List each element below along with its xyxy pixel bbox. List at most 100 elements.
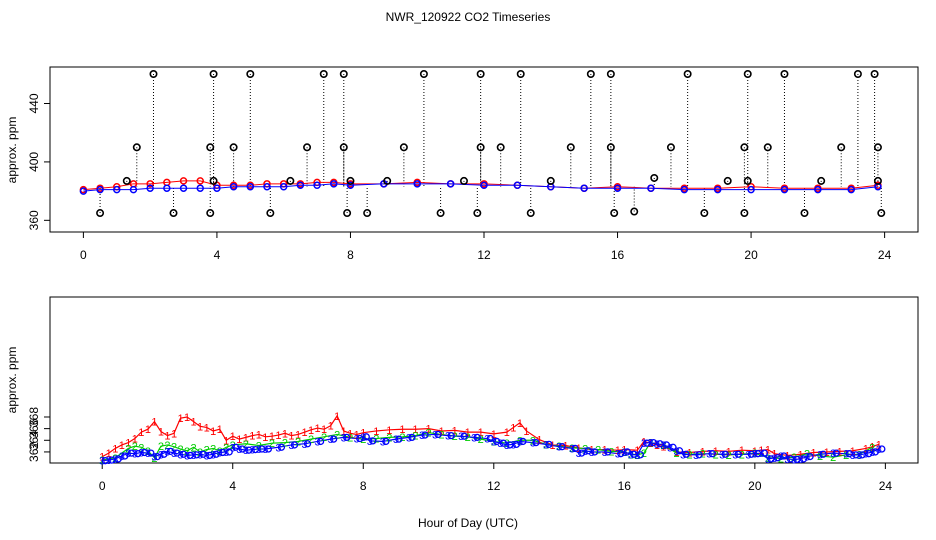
point-label-1: 1 (328, 421, 334, 433)
point-label-2: 2 (478, 434, 484, 446)
point-3-circle (623, 448, 631, 456)
point-3-circle (878, 445, 886, 453)
point-3-circle (160, 450, 168, 458)
point-3-circle (421, 431, 429, 439)
point-label-1: 1 (478, 427, 484, 439)
outlier-point (436, 209, 445, 218)
point-3-circle (121, 452, 129, 460)
point-label-2: 2 (843, 450, 849, 462)
outlier-point (206, 209, 215, 218)
point-label-2: 2 (204, 445, 210, 457)
point-blue (647, 184, 655, 192)
point-3-circle (532, 438, 540, 447)
outlier-point (339, 70, 348, 79)
outlier-point (339, 143, 348, 152)
x-axis-label: Hour of Day (UTC) (418, 516, 518, 530)
point-label-1: 1 (164, 431, 170, 443)
chart-title: NWR_120922 CO2 Timeseries (386, 10, 551, 24)
point-label-1: 1 (223, 435, 229, 447)
point-3-circle (382, 437, 390, 446)
point-label-1: 1 (869, 442, 875, 454)
point-3-circle (662, 441, 671, 449)
point-label-1: 1 (308, 425, 314, 437)
point-label-2: 2 (321, 432, 327, 444)
outlier-point (96, 209, 105, 218)
x-tick-label: 0 (99, 479, 106, 493)
point-3-circle (434, 430, 442, 439)
bottom-x-ticks: 0 4 8 12 16 20 24 (99, 463, 892, 493)
point-3-circle (819, 450, 827, 458)
point-blue (229, 182, 238, 191)
point-label-2: 2 (171, 442, 177, 454)
point-blue (680, 185, 689, 194)
point-3-circle (708, 450, 716, 458)
point-3-circle (865, 450, 873, 458)
x-tick-label: 24 (879, 479, 893, 493)
point-label-2: 2 (399, 432, 405, 444)
point-3-circle (604, 448, 612, 456)
point-label-1: 1 (236, 434, 242, 446)
outlier-point (473, 209, 482, 218)
point-label-2: 2 (295, 436, 301, 448)
point-label-1: 1 (158, 427, 164, 439)
point-label-1: 1 (797, 449, 803, 461)
point-label-1: 1 (354, 429, 360, 441)
point-3-circle (343, 433, 351, 442)
point-3-circle (290, 441, 299, 449)
point-blue (713, 185, 722, 194)
outlier-point (122, 176, 131, 185)
point-label-2: 2 (452, 431, 458, 443)
point-red (146, 180, 154, 188)
point-label-2: 2 (869, 442, 875, 454)
point-label-2: 2 (687, 449, 693, 461)
point-label-1: 1 (145, 424, 151, 436)
point-3-circle (591, 448, 599, 456)
outlier-point (763, 143, 772, 152)
point-label-1: 1 (491, 429, 497, 441)
point-red (179, 177, 188, 185)
point-3-circle (695, 451, 703, 459)
outlier-point (606, 143, 615, 152)
point-label-2: 2 (347, 432, 353, 444)
outlier-point (476, 143, 485, 152)
top-y-axis-label: approx. ppm (5, 117, 19, 184)
y-tick-label: 368 (27, 407, 41, 427)
outlier-point (740, 209, 749, 218)
point-label-2: 2 (465, 432, 471, 444)
point-label-1: 1 (138, 427, 144, 439)
point-3-circle (832, 449, 840, 457)
point-label-2: 2 (138, 442, 144, 454)
outlier-point (700, 209, 709, 218)
point-label-1: 1 (125, 438, 131, 450)
point-3-circle (362, 433, 370, 441)
point-label-1: 1 (660, 442, 666, 454)
point-label-1: 1 (412, 424, 418, 436)
y-tick-label: 400 (27, 152, 41, 172)
point-label-1: 1 (615, 445, 621, 457)
outlier-point (800, 209, 809, 218)
point-3-circle (649, 438, 658, 447)
point-label-2: 2 (269, 438, 275, 450)
point-label-1: 1 (673, 447, 679, 459)
point-label-1: 1 (536, 435, 542, 447)
point-label-2: 2 (184, 446, 190, 458)
point-label-2: 2 (739, 449, 745, 461)
point-label-1: 1 (177, 413, 183, 425)
point-label-2: 2 (713, 449, 719, 461)
point-blue (413, 180, 421, 188)
outlier-point (683, 70, 692, 79)
point-3-circle (114, 455, 122, 463)
point-3-circle (205, 451, 214, 460)
point-3-circle (617, 450, 625, 458)
point-label-2: 2 (151, 453, 157, 465)
series-line-blue (83, 183, 878, 192)
point-3-circle (460, 432, 468, 440)
point-blue (263, 182, 271, 191)
y-tick-label: 364 (27, 430, 41, 450)
point-blue (113, 185, 121, 194)
point-label-1: 1 (204, 422, 210, 434)
outlier-point (870, 70, 879, 79)
point-3-circle (447, 431, 455, 440)
point-label-1: 1 (739, 445, 745, 457)
